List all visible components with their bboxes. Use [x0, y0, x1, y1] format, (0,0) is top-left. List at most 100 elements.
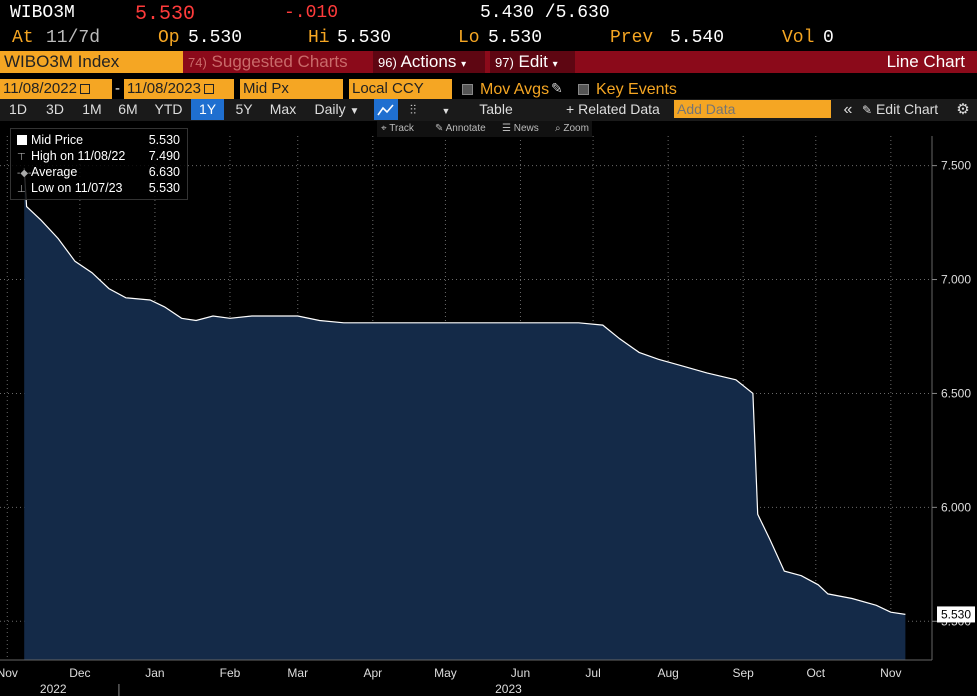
x-tick-label: Jan [145, 666, 164, 680]
legend-high-value: 7.490 [148, 149, 180, 163]
range-3d[interactable]: 3D [46, 101, 64, 117]
related-data-button[interactable]: + Related Data [566, 99, 672, 120]
mov-avgs-checkbox[interactable] [462, 84, 473, 95]
range-max[interactable]: Max [269, 101, 297, 117]
control-row: 11/08/2022 - 11/08/2023 Mid Px Local CCY… [0, 79, 977, 101]
edit-label: Edit [518, 52, 548, 71]
x-tick-label: Aug [657, 666, 678, 680]
last-value-tag: 5.530 [937, 606, 975, 623]
high-marker-icon: ⊤ [17, 152, 26, 163]
range-1d[interactable]: 1D [9, 101, 27, 117]
edit-chart-button[interactable]: ✎ Edit Chart [862, 99, 948, 120]
open-label: Op [158, 28, 180, 48]
actions-label: Actions [400, 52, 457, 71]
pencil-icon[interactable]: ✎ [551, 80, 563, 96]
legend-high-label: High on 11/08/22 [31, 149, 126, 163]
last-value-tag-box [937, 606, 975, 623]
price-area-fill [24, 167, 906, 660]
legend-mid-price-label: Mid Price [31, 133, 84, 147]
high-value: 5.530 [337, 28, 392, 48]
range-6m[interactable]: 6M [118, 101, 138, 117]
price-change: -.010 [284, 3, 339, 23]
legend-average-value: 6.630 [148, 165, 180, 179]
chart-toolbar: ⌖ Track ✎ Annotate ☰ News ⌕ Zoom [377, 121, 592, 137]
gear-icon: ⚙ [956, 101, 970, 118]
news-label: News [513, 123, 539, 134]
security-name: WIBO3M Index [4, 52, 120, 71]
quote-header-row1: WIBO3M 5.530 -.010 5.430 /5.630 [0, 3, 977, 26]
chart-legend[interactable]: Mid Price 5.530 ⊤ High on 11/08/22 7.490 … [10, 128, 188, 200]
key-events-checkbox[interactable] [578, 84, 589, 95]
currency-value: Local CCY [352, 80, 424, 97]
actions-num: 96) [378, 55, 397, 70]
suggested-charts-label: Suggested Charts [211, 52, 348, 71]
average-marker-icon: -◆- [17, 168, 32, 179]
low-value: 5.530 [488, 28, 543, 48]
ticker-symbol: WIBO3M [10, 3, 75, 23]
open-value: 5.530 [188, 28, 243, 48]
add-data-input[interactable] [674, 100, 831, 118]
range-5y[interactable]: 5Y [235, 101, 253, 117]
line-chart-type-button[interactable] [374, 99, 398, 120]
edit-caret-icon: ▾ [552, 59, 558, 70]
x-tick-label: Sep [732, 666, 754, 680]
security-field[interactable]: WIBO3M Index [0, 51, 183, 73]
range-1y[interactable]: 1Y [191, 99, 224, 120]
at-label: At [12, 28, 34, 48]
year-label: 2023 [495, 682, 522, 696]
x-tick-label: Jun [511, 666, 530, 680]
x-tick-label: Nov [880, 666, 901, 680]
frequency-value: Daily [314, 101, 346, 117]
news-icon: ☰ [502, 123, 511, 134]
related-data-label: Related Data [578, 101, 660, 117]
pencil-icon: ✎ [862, 103, 873, 117]
vol-value: 0 [823, 28, 834, 48]
high-label: Hi [308, 28, 330, 48]
range-1m[interactable]: 1M [82, 101, 102, 117]
chart-type-caret-icon: ▼ [441, 106, 451, 116]
prev-value: 5.540 [670, 28, 725, 48]
legend-low: ⊥ Low on 11/07/23 5.530 [17, 180, 182, 196]
end-date-field[interactable]: 11/08/2023 [124, 79, 234, 99]
annotate-tool[interactable]: ✎ Annotate [435, 121, 486, 137]
ohlc-bars-icon: ⫶⫶ [409, 102, 417, 117]
prev-label: Prev [610, 28, 654, 48]
edit-chart-label: Edit Chart [875, 101, 939, 117]
x-tick-label: Oct [806, 666, 825, 680]
range-ytd[interactable]: YTD [154, 101, 183, 117]
end-date-value: 11/08/2023 [127, 80, 201, 97]
table-button[interactable]: Table [479, 101, 513, 117]
function-title: Line Chart [886, 52, 965, 71]
collapse-button[interactable]: « [838, 99, 858, 120]
calendar-icon [79, 84, 90, 95]
annotate-label: Annotate [445, 123, 486, 134]
menu-bar: WIBO3M Index 74) Suggested Charts 96) Ac… [0, 51, 977, 73]
bar-chart-type-button[interactable]: ⫶⫶ [402, 99, 424, 120]
mov-avgs-label: Mov Avgs [480, 81, 550, 98]
x-tick-label: Feb [220, 666, 241, 680]
chart-type-caret-button[interactable]: ▼ [437, 99, 455, 120]
start-date-field[interactable]: 11/08/2022 [0, 79, 112, 99]
suggested-charts-menu[interactable]: 74) Suggested Charts [188, 51, 348, 73]
track-tool[interactable]: ⌖ Track [381, 121, 414, 137]
actions-menu[interactable]: 96) Actions ▾ [373, 51, 485, 73]
edit-menu[interactable]: 97) Edit ▾ [490, 51, 575, 73]
y-tick-label: 6.000 [941, 500, 971, 514]
zoom-icon: ⌕ [555, 123, 561, 134]
y-tick-label: 7.000 [941, 273, 971, 287]
frequency-select[interactable]: Daily ▼ [307, 99, 367, 120]
currency-select[interactable]: Local CCY [349, 79, 452, 99]
calendar-icon [203, 84, 214, 95]
legend-mid-price-value: 5.530 [148, 133, 180, 147]
zoom-tool[interactable]: ⌕ Zoom [555, 121, 589, 137]
zoom-label: Zoom [563, 123, 589, 134]
news-tool[interactable]: ☰ News [502, 121, 539, 137]
year-label: 2022 [40, 682, 67, 696]
legend-average: -◆-Average 6.630 [17, 164, 182, 180]
crosshair-icon: ⌖ [381, 123, 387, 134]
last-value-label: 5.530 [941, 607, 971, 621]
low-label: Lo [458, 28, 480, 48]
settings-button[interactable]: ⚙ [953, 99, 973, 120]
price-field-select[interactable]: Mid Px [240, 79, 343, 99]
